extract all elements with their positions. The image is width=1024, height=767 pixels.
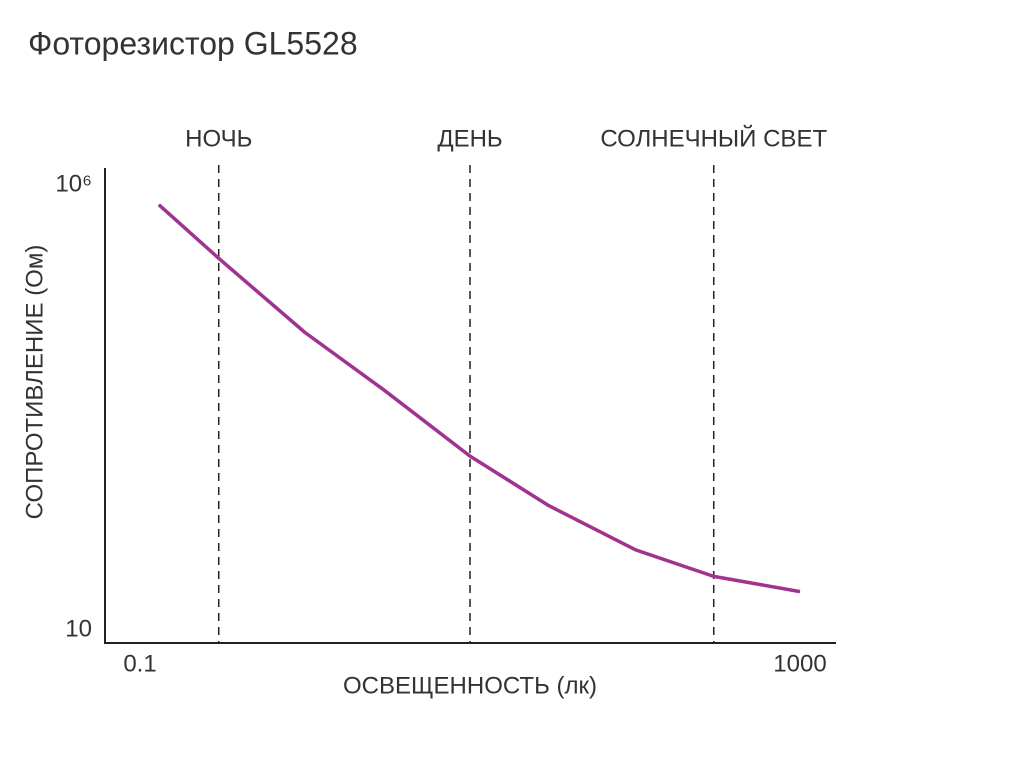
chart-title: Фоторезистор GL5528 <box>28 25 358 61</box>
marker-label: СОЛНЕЧНЫЙ СВЕТ <box>600 124 827 152</box>
data-line <box>157 203 801 594</box>
y-axis-label: СОПРОТИВЛЕНИЕ (Ом) <box>21 245 48 520</box>
x-tick-label: 0.1 <box>123 650 156 677</box>
x-axis-label: ОСВЕЩЕННОСТЬ (лк) <box>343 672 597 699</box>
y-tick-label: 10⁶ <box>55 170 92 197</box>
marker-label: НОЧЬ <box>185 125 252 152</box>
x-tick-label: 1000 <box>773 650 826 677</box>
y-tick-label: 10 <box>65 615 92 642</box>
marker-label: ДЕНЬ <box>437 125 502 152</box>
